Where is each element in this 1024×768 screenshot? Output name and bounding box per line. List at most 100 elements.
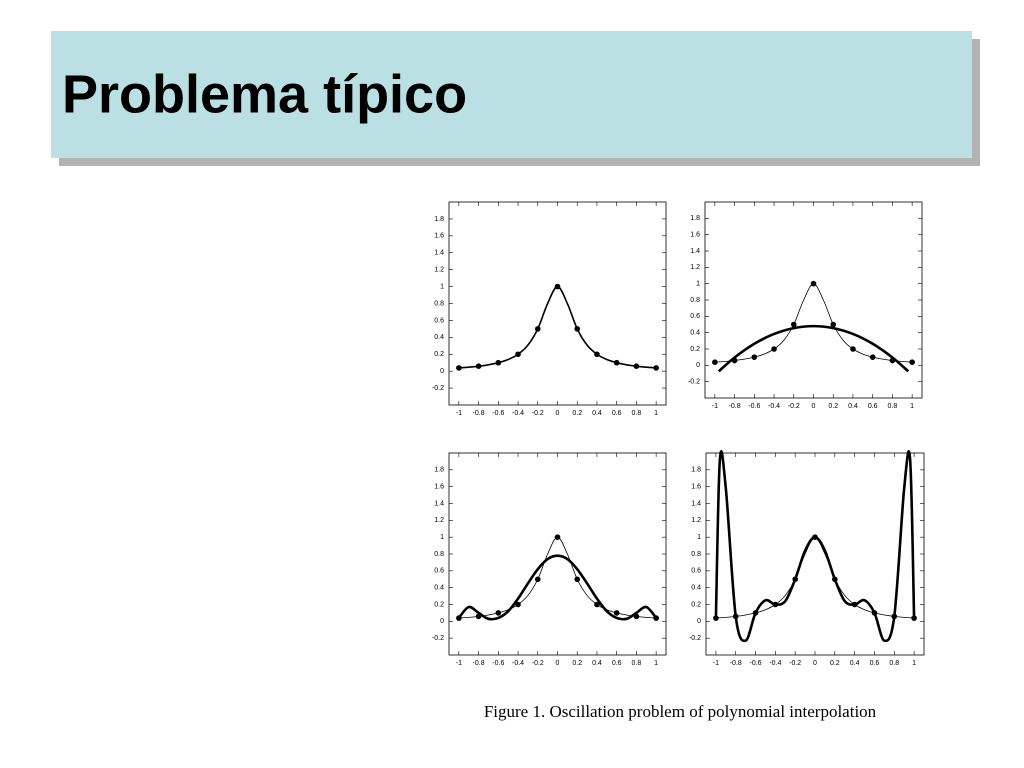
y-tick-label: 0.2 xyxy=(434,601,444,608)
node-marker xyxy=(534,576,541,583)
node-marker xyxy=(790,321,797,328)
x-tick-label: -0.8 xyxy=(729,403,741,410)
node-marker xyxy=(534,326,541,332)
y-tick-label: 1.8 xyxy=(690,215,700,222)
x-tick-label: -0.8 xyxy=(473,660,485,667)
y-tick-label: 1.6 xyxy=(434,484,444,491)
node-marker xyxy=(653,365,659,371)
y-tick-label: 1 xyxy=(696,281,700,288)
x-tick-label: -0.8 xyxy=(473,410,485,417)
x-tick-label: -0.6 xyxy=(492,660,504,667)
node-marker xyxy=(456,365,462,371)
x-tick-label: -0.2 xyxy=(532,410,544,417)
node-marker xyxy=(732,613,739,620)
node-marker xyxy=(594,351,600,358)
slide-title: Problema típico xyxy=(62,64,467,124)
y-tick-label: 1 xyxy=(440,534,444,541)
chart: -0.2 0 0.2 0.4 0.6 0.8 1 1.2 1.4 1.6 1.8 -1 -0.8 -0.6… xyxy=(432,201,667,417)
x-tick-label: -0.8 xyxy=(730,660,742,667)
x-tick-label: -0.6 xyxy=(750,660,762,667)
chart: -0.2 0 0.2 0.4 0.6 0.8 1 1.2 1.4 1.6 1.8 -1 -0.8 -0.6… xyxy=(432,452,667,667)
node-marker xyxy=(869,354,876,360)
x-tick-label: -0.2 xyxy=(532,660,544,667)
x-tick-label: 1 xyxy=(912,660,916,667)
plot-frame xyxy=(448,452,667,656)
node-marker xyxy=(850,346,856,352)
node-marker xyxy=(633,613,640,620)
y-tick-label: 0 xyxy=(440,368,444,375)
x-tick-label: 0 xyxy=(556,410,560,417)
title-band xyxy=(51,31,972,158)
x-tick-label: -1 xyxy=(456,660,462,667)
y-tick-label: 0.6 xyxy=(434,317,444,324)
chart: -0.2 0 0.2 0.4 0.6 0.8 1 1.2 1.4 1.6 1.8 -1 -0.8 -0.6… xyxy=(688,201,923,410)
node-marker xyxy=(554,534,561,540)
x-tick-label: 0.2 xyxy=(828,403,838,410)
x-tick-label: 0.6 xyxy=(612,410,622,417)
y-tick-label: -0.2 xyxy=(432,385,444,392)
node-marker xyxy=(792,576,798,583)
y-tick-label: 1.6 xyxy=(691,484,701,491)
y-tick-label: 1.4 xyxy=(434,250,444,257)
y-tick-label: -0.2 xyxy=(689,635,701,642)
x-tick-label: -0.4 xyxy=(768,403,780,410)
y-tick-label: 1.2 xyxy=(691,517,701,524)
node-marker xyxy=(771,346,777,352)
x-tick-label: 0 xyxy=(813,660,817,667)
x-tick-label: 0.6 xyxy=(868,403,878,410)
y-tick-label: 0.6 xyxy=(691,568,701,575)
y-tick-label: 1.8 xyxy=(434,216,444,223)
y-tick-label: 0.4 xyxy=(691,585,701,592)
x-tick-label: 0.8 xyxy=(888,403,898,410)
y-tick-label: 1.6 xyxy=(690,232,700,239)
node-marker xyxy=(613,359,620,366)
plot-frame xyxy=(704,201,923,399)
y-tick-label: 0.2 xyxy=(690,346,700,353)
node-marker xyxy=(810,280,817,287)
node-marker xyxy=(752,610,759,616)
node-marker xyxy=(475,613,482,620)
x-tick-label: 0.4 xyxy=(592,410,602,417)
y-tick-label: 0.8 xyxy=(434,551,444,558)
y-tick-label: 1 xyxy=(440,283,444,290)
node-marker xyxy=(574,326,581,332)
plot-frame xyxy=(705,452,925,656)
x-tick-label: 0.4 xyxy=(850,660,860,667)
y-tick-label: 0.6 xyxy=(690,313,700,320)
node-marker xyxy=(456,615,462,621)
node-marker xyxy=(911,615,917,621)
y-tick-label: -0.2 xyxy=(688,379,700,386)
node-marker xyxy=(613,610,620,616)
node-marker xyxy=(851,601,858,608)
x-tick-label: -1 xyxy=(712,403,718,410)
node-marker xyxy=(653,615,659,621)
node-marker xyxy=(594,601,600,608)
node-marker xyxy=(713,615,719,621)
x-tick-label: 0.2 xyxy=(830,660,840,667)
x-tick-label: 0.2 xyxy=(572,660,582,667)
y-tick-label: 1.6 xyxy=(434,233,444,240)
node-marker xyxy=(832,576,838,583)
node-marker xyxy=(751,354,758,360)
x-tick-label: 0.2 xyxy=(572,410,582,417)
x-tick-label: -0.6 xyxy=(748,403,760,410)
node-marker xyxy=(475,363,482,369)
y-tick-label: -0.2 xyxy=(432,635,444,642)
y-tick-label: 1.8 xyxy=(691,467,701,474)
x-tick-label: -0.4 xyxy=(512,410,524,417)
y-tick-label: 0.2 xyxy=(434,351,444,358)
y-tick-label: 1.4 xyxy=(690,248,700,255)
plot-frame xyxy=(448,201,667,406)
x-tick-label: -0.2 xyxy=(789,660,801,667)
y-tick-label: 1.2 xyxy=(434,517,444,524)
y-tick-label: 0 xyxy=(697,618,701,625)
y-tick-label: 1.2 xyxy=(434,267,444,274)
curve xyxy=(458,536,657,619)
x-tick-label: -0.6 xyxy=(492,410,504,417)
x-tick-label: 0.8 xyxy=(632,410,642,417)
y-tick-label: 0.4 xyxy=(434,585,444,592)
x-tick-label: 0 xyxy=(556,660,560,667)
chart: -0.2 0 0.2 0.4 0.6 0.8 1 1.2 1.4 1.6 1.8 -1 -0.8 -0.6… xyxy=(689,450,925,667)
x-tick-label: -0.4 xyxy=(512,660,524,667)
